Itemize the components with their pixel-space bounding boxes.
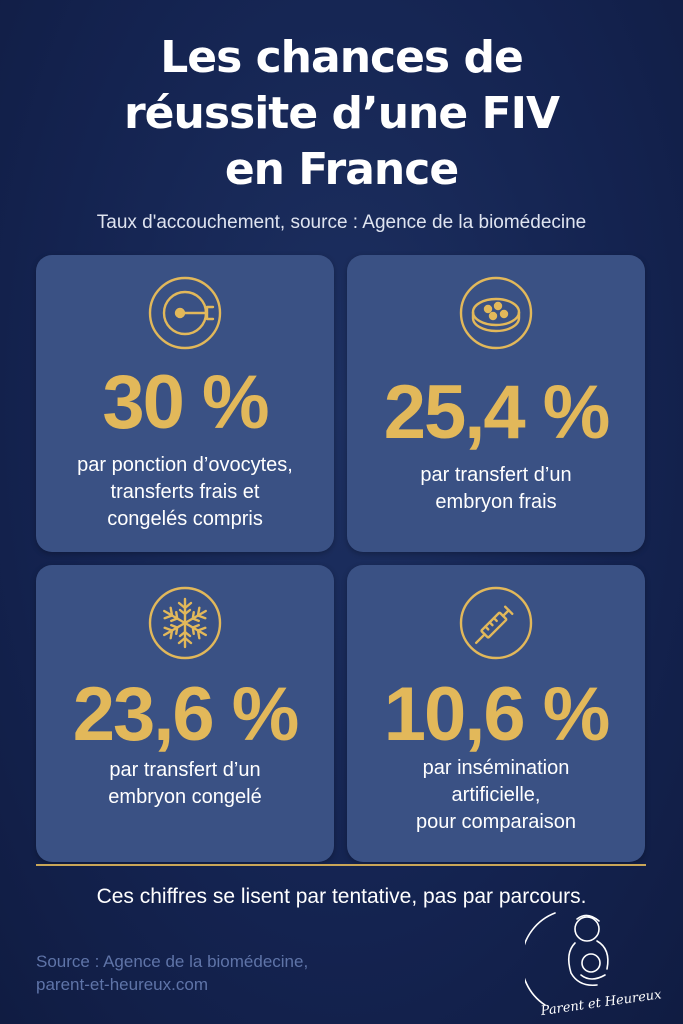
page-title: Les chances de réussite d’une FIV en Fra… [0,30,683,198]
title-line-1: Les chances de [160,32,524,83]
stat-card-transfert-congele: 23,6 % par transfert d’un embryon congel… [36,565,334,862]
stat-description: par transfert d’un embryon congelé [46,757,324,811]
desc-line: transferts frais et [110,481,260,503]
desc-line: par transfert d’un [109,759,261,781]
petri-dish-pipette-icon [148,276,222,350]
source-line: Source : Agence de la biomédecine, [36,952,309,971]
stat-value: 25,4 % [383,370,611,455]
desc-line: artificielle, [451,784,541,806]
subtitle: Taux d'accouchement, source : Agence de … [96,212,587,233]
desc-line: embryon congelé [108,786,262,808]
source-line: parent-et-heureux.com [36,975,208,994]
desc-line: congelés compris [107,508,263,530]
desc-line: par ponction d’ovocytes, [77,454,293,476]
snowflake-icon [148,586,222,660]
desc-line: par transfert d’un [420,464,572,486]
parent-baby-logo-icon: Parent et Heureux [525,912,663,1019]
stat-value: 23,6 % [72,672,300,757]
stat-value: 10,6 % [383,672,611,757]
title-line-2: réussite d’une FIV [123,88,560,139]
stat-value: 30 % [102,360,269,445]
petri-dish-cells-icon [459,276,533,350]
stat-description: par insémination artificielle, pour comp… [357,755,635,836]
desc-line: embryon frais [435,491,557,513]
stat-card-insemination: 10,6 % par insémination artificielle, po… [347,565,645,862]
footnote: Ces chiffres se lisent par tentative, pa… [96,885,587,908]
stat-card-transfert-frais: 25,4 % par transfert d’un embryon frais [347,255,645,552]
desc-line: pour comparaison [415,811,577,833]
source-credit: Source : Agence de la biomédecine, paren… [36,950,308,996]
stat-description: par ponction d’ovocytes, transferts frai… [46,452,324,533]
logo-text: Parent et Heureux [539,987,663,1019]
syringe-icon [459,586,533,660]
stat-card-ponction: 30 % par ponction d’ovocytes, transferts… [36,255,334,552]
stat-description: par transfert d’un embryon frais [357,462,635,516]
desc-line: par insémination [422,757,570,779]
divider [36,864,646,866]
title-line-3: en France [224,144,459,195]
